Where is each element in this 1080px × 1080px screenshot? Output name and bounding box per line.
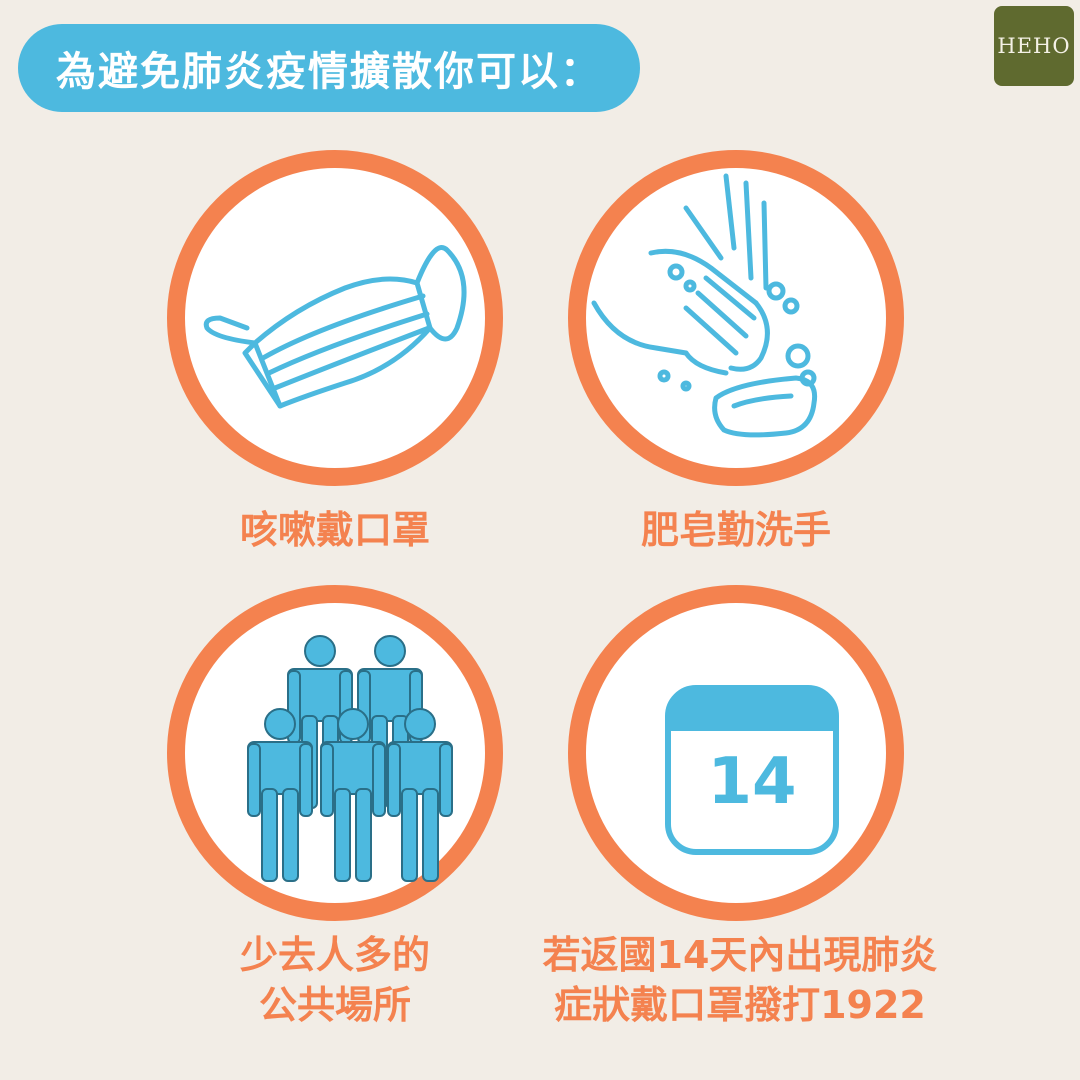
- tip-circle-crowd: [167, 585, 503, 921]
- tip-text-line: 少去人多的: [239, 933, 430, 977]
- hand-washing-soap-icon: [591, 173, 818, 438]
- tip-text-line: 症狀戴口罩撥打1922: [554, 983, 926, 1027]
- tip-text-line: 若返國14天內出現肺炎: [542, 933, 938, 977]
- tip-label-mask: 咳嗽戴口罩: [167, 505, 503, 555]
- tip-label-calendar: 若返國14天內出現肺炎 症狀戴口罩撥打1922: [500, 930, 980, 1030]
- tip-circle-mask: [167, 150, 503, 486]
- tip-circle-handwash: [568, 150, 904, 486]
- tip-text-line: 咳嗽戴口罩: [239, 508, 430, 552]
- tip-label-handwash: 肥皂勤洗手: [568, 505, 904, 555]
- tip-circle-calendar: 14: [568, 585, 904, 921]
- logo-text: HEHO: [997, 34, 1071, 58]
- tip-label-crowd: 少去人多的 公共場所: [167, 930, 503, 1030]
- title-banner: 為避免肺炎疫情擴散你可以：: [18, 24, 640, 112]
- crowd-people-icon: [247, 635, 453, 882]
- page-title: 為避免肺炎疫情擴散你可以：: [56, 49, 602, 95]
- heho-logo: HEHO: [994, 6, 1074, 86]
- tip-text-line: 公共場所: [258, 983, 411, 1027]
- tip-text-line: 肥皂勤洗手: [640, 508, 831, 552]
- calendar-icon: 14: [665, 685, 839, 855]
- calendar-number: 14: [707, 745, 796, 819]
- face-mask-icon: [203, 245, 467, 409]
